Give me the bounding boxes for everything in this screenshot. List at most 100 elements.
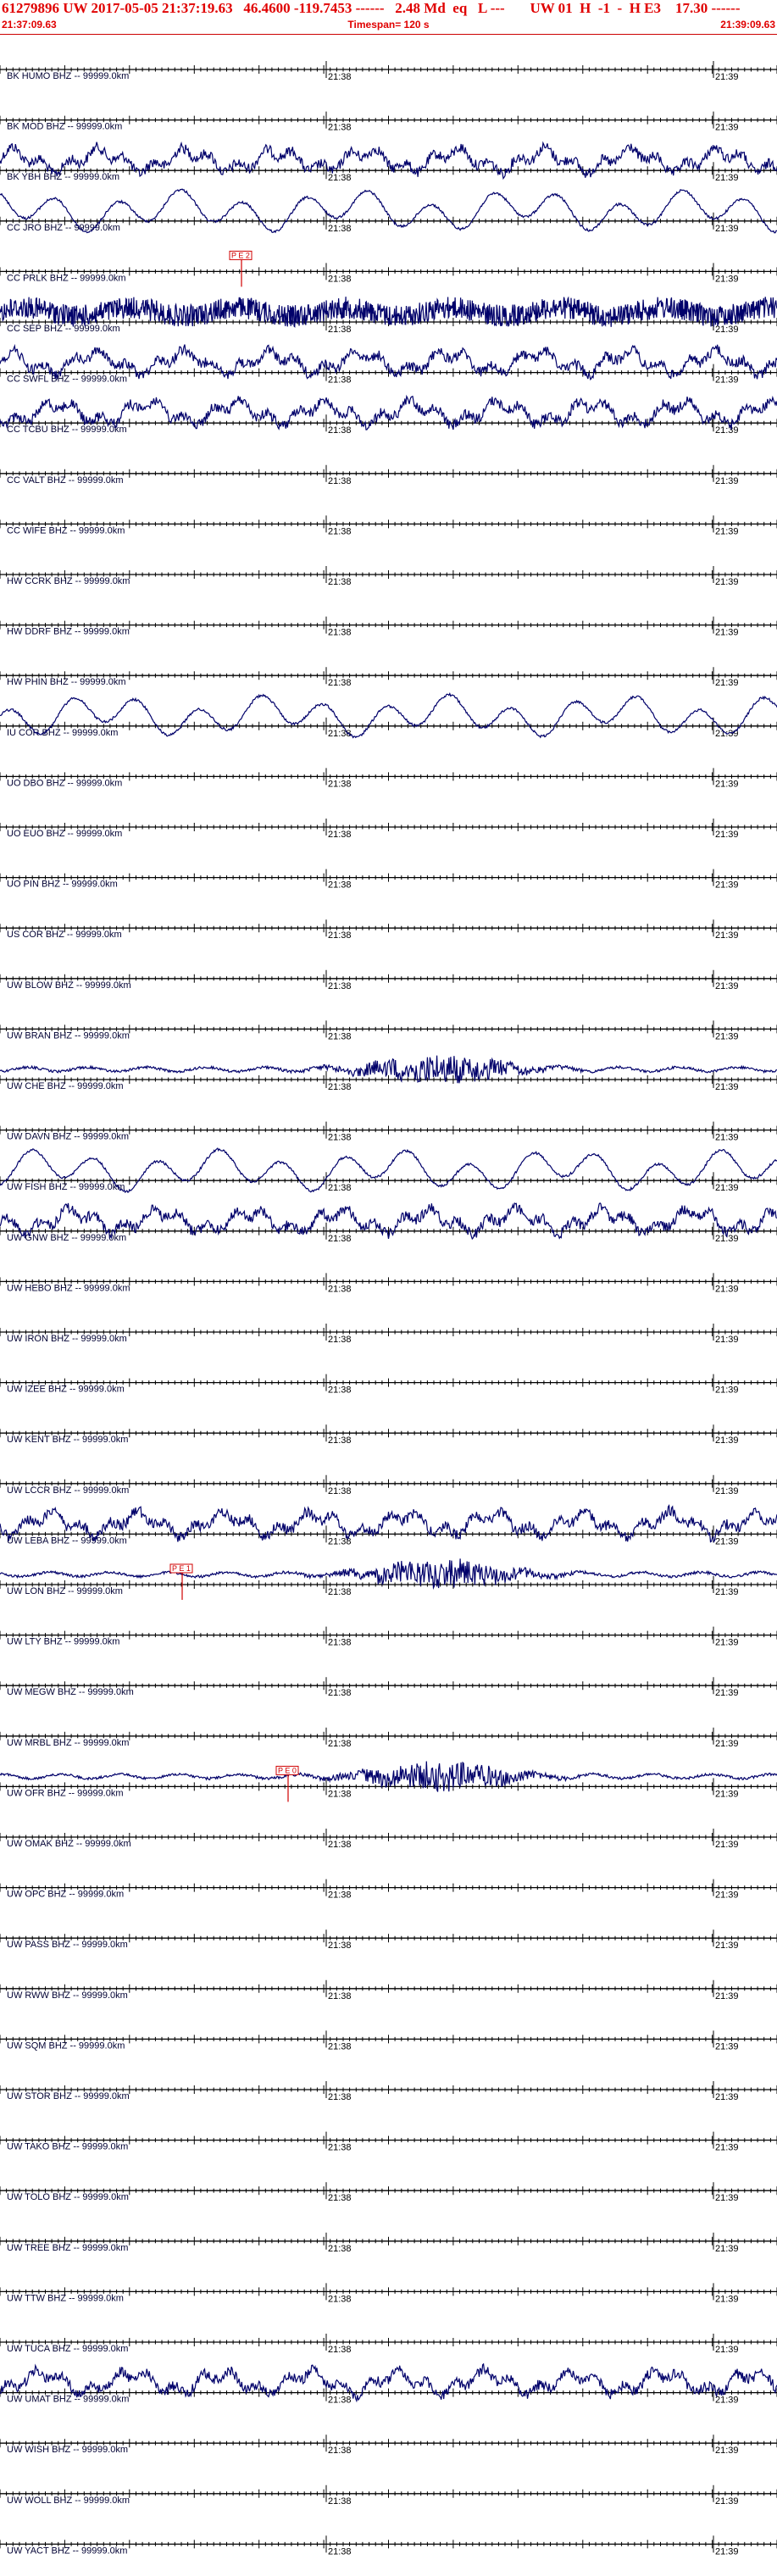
channel-label: UW OFR BHZ -- 99999.0km <box>7 1788 124 1798</box>
minute-label: 21:38 <box>328 1536 352 1546</box>
minute-label: 21:38 <box>328 830 352 840</box>
minute-label: 21:39 <box>715 930 739 941</box>
time-ticks <box>0 368 777 377</box>
minute-label: 21:39 <box>715 1486 739 1496</box>
waveform-trace <box>0 394 777 430</box>
minute-label: 21:38 <box>328 2143 352 2153</box>
time-ticks <box>0 1075 777 1084</box>
minute-label: 21:38 <box>328 1385 352 1396</box>
minute-label: 21:38 <box>328 729 352 739</box>
minute-label: 21:39 <box>715 1183 739 1193</box>
minute-label: 21:39 <box>715 1284 739 1294</box>
minute-label: 21:39 <box>715 1234 739 1244</box>
minute-label: 21:39 <box>715 880 739 891</box>
minute-label: 21:39 <box>715 274 739 284</box>
time-ticks <box>0 1934 777 1943</box>
minute-label: 21:38 <box>328 678 352 688</box>
channel-label: UW GNW BHZ -- 99999.0km <box>7 1233 126 1243</box>
minute-label: 21:38 <box>328 2041 352 2051</box>
channel-label: HW DDRF BHZ -- 99999.0km <box>7 627 130 637</box>
channel-label: UW KENT BHZ -- 99999.0km <box>7 1435 128 1445</box>
minute-label: 21:38 <box>328 1031 352 1041</box>
channel-label: UW TOLO BHZ -- 99999.0km <box>7 2192 129 2202</box>
time-ticks <box>0 2085 777 2094</box>
minute-label: 21:39 <box>715 1335 739 1345</box>
channel-label: UW BLOW BHZ -- 99999.0km <box>7 980 131 991</box>
channel-label: UW UMAT BHZ -- 99999.0km <box>7 2395 129 2405</box>
minute-label: 21:39 <box>715 2041 739 2051</box>
time-ticks <box>0 2236 777 2246</box>
minute-label: 21:39 <box>715 2092 739 2102</box>
time-ticks <box>0 216 777 225</box>
minute-label: 21:39 <box>715 375 739 386</box>
time-ticks <box>0 924 777 933</box>
channel-label: UW FISH BHZ -- 99999.0km <box>7 1182 125 1192</box>
channel-label: UW YACT BHZ -- 99999.0km <box>7 2545 127 2556</box>
channel-label: BK YBH BHZ -- 99999.0km <box>7 172 119 182</box>
minute-label: 21:38 <box>328 1940 352 1951</box>
time-ticks <box>0 1984 777 1993</box>
pick-label: P E 1 <box>172 1564 191 1573</box>
minute-label: 21:38 <box>328 123 352 133</box>
end-time-label: 21:39:09.63 <box>720 19 775 31</box>
pick-box <box>275 1765 299 1775</box>
channel-label: BK MOD BHZ -- 99999.0km <box>7 122 122 132</box>
minute-label: 21:39 <box>715 476 739 486</box>
minute-label: 21:39 <box>715 1789 739 1799</box>
time-ticks <box>0 2439 777 2448</box>
channel-label: BK HUMO BHZ -- 99999.0km <box>7 71 129 81</box>
minute-label: 21:38 <box>328 2294 352 2304</box>
minute-label: 21:38 <box>328 2345 352 2355</box>
minute-label: 21:38 <box>328 1435 352 1446</box>
minute-label: 21:39 <box>715 1082 739 1092</box>
minute-label: 21:38 <box>328 1284 352 1294</box>
channel-label: UW LCCR BHZ -- 99999.0km <box>7 1485 129 1496</box>
minute-label: 21:39 <box>715 224 739 234</box>
minute-label: 21:38 <box>328 1335 352 1345</box>
channel-label: HW CCRK BHZ -- 99999.0km <box>7 576 130 586</box>
waveform-trace <box>0 1055 777 1084</box>
minute-label: 21:39 <box>715 1536 739 1546</box>
channel-label: UW WISH BHZ -- 99999.0km <box>7 2445 128 2455</box>
time-ticks <box>0 469 777 478</box>
time-ticks <box>0 823 777 831</box>
channel-label: CC SWFL BHZ -- 99999.0km <box>7 375 127 385</box>
minute-label: 21:38 <box>328 2092 352 2102</box>
channel-label: CC JRO BHZ -- 99999.0km <box>7 223 120 233</box>
minute-label: 21:39 <box>715 2244 739 2254</box>
minute-label: 21:39 <box>715 577 739 587</box>
time-ticks <box>0 1833 777 1841</box>
minute-label: 21:38 <box>328 930 352 941</box>
minute-label: 21:39 <box>715 779 739 789</box>
minute-label: 21:38 <box>328 981 352 991</box>
time-ticks <box>0 772 777 781</box>
waveform-trace <box>0 188 777 234</box>
seismogram-header: 61279896 UW 2017-05-05 21:37:19.63 46.46… <box>0 0 777 35</box>
channel-label: CC WIFE BHZ -- 99999.0km <box>7 525 125 536</box>
channel-label: UW DAVN BHZ -- 99999.0km <box>7 1132 129 1142</box>
channel-label: UW TAKO BHZ -- 99999.0km <box>7 2142 128 2152</box>
time-ticks <box>0 1731 777 1740</box>
channel-label: UW PASS BHZ -- 99999.0km <box>7 1940 128 1950</box>
time-ticks <box>0 1328 777 1336</box>
minute-label: 21:39 <box>715 425 739 436</box>
minute-label: 21:39 <box>715 1991 739 2001</box>
minute-label: 21:38 <box>328 2546 352 2557</box>
minute-label: 21:38 <box>328 476 352 486</box>
pick-box <box>229 250 253 260</box>
trace-canvas: 21:38 21:39 BK HUMO BHZ -- 99999.0km 21:38 2… <box>0 61 777 2557</box>
time-ticks <box>0 2287 777 2296</box>
seismogram-plot[interactable]: 21:38 21:39 BK HUMO BHZ -- 99999.0km 21:38 2… <box>0 34 777 2576</box>
minute-label: 21:39 <box>715 1688 739 1698</box>
timespan-label: Timespan= 120 s <box>347 19 430 31</box>
minute-label: 21:38 <box>328 779 352 789</box>
time-ticks <box>0 1681 777 1690</box>
channel-label: UW TTW BHZ -- 99999.0km <box>7 2293 124 2303</box>
minute-label: 21:38 <box>328 2446 352 2456</box>
channel-label: UW CHE BHZ -- 99999.0km <box>7 1081 124 1091</box>
minute-label: 21:39 <box>715 173 739 183</box>
minute-label: 21:38 <box>328 1739 352 1749</box>
channel-label: UW MEGW BHZ -- 99999.0km <box>7 1687 134 1697</box>
channel-label: UW MRBL BHZ -- 99999.0km <box>7 1738 129 1748</box>
minute-label: 21:39 <box>715 1435 739 1446</box>
